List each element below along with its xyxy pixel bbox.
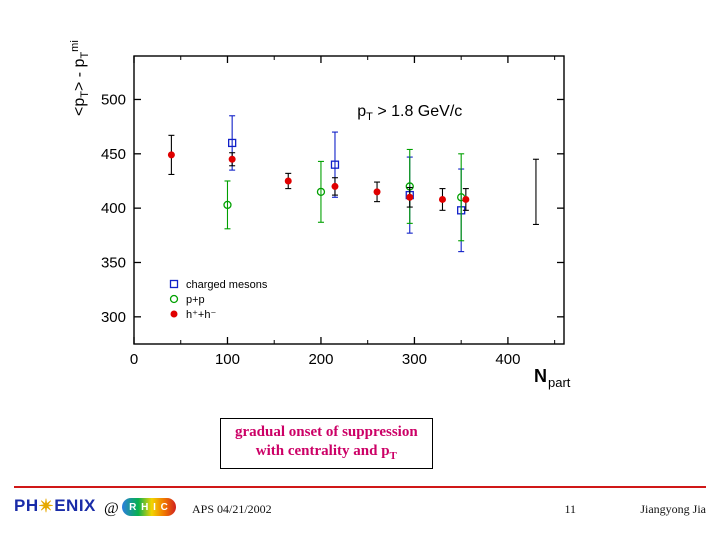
svg-text:350: 350 [101, 254, 126, 271]
page-number: 11 [564, 502, 576, 517]
svg-text:300: 300 [101, 309, 126, 326]
divider [14, 486, 706, 488]
svg-text:300: 300 [402, 351, 427, 368]
svg-text:400: 400 [101, 200, 126, 217]
svg-text:h⁺+h⁻: h⁺+h⁻ [186, 309, 216, 321]
svg-text:400: 400 [495, 351, 520, 368]
footer: PH✴ENIX @ R H I C APS 04/21/2002 11 Jian… [14, 494, 706, 524]
author-name: Jiangyong Jia [640, 502, 706, 517]
caption-line2: with centrality and pT [235, 442, 418, 464]
svg-text:450: 450 [101, 146, 126, 163]
svg-text:pT > 1.8 GeV/c: pT > 1.8 GeV/c [357, 103, 462, 123]
svg-text:<pT> - pTmin: <pT> - pTmin [69, 40, 91, 116]
svg-text:part: part [548, 375, 571, 390]
svg-text:charged mesons: charged mesons [186, 279, 268, 291]
svg-text:p+p: p+p [186, 294, 205, 306]
footer-date: APS 04/21/2002 [192, 502, 272, 517]
svg-text:500: 500 [101, 91, 126, 108]
phenix-logo: PH✴ENIX [14, 496, 96, 517]
rhic-logo: R H I C [122, 498, 176, 516]
svg-text:N: N [534, 366, 547, 386]
caption-line1: gradual onset of suppression [235, 423, 418, 442]
svg-text:200: 200 [308, 351, 333, 368]
mean-pt-chart: 0 100 200 300 400 300 350 400 450 500 Npart <pT> - … [60, 40, 600, 390]
svg-text:0: 0 [130, 351, 138, 368]
at-glyph: @ [104, 500, 119, 518]
caption-box: gradual onset of suppression with centra… [220, 418, 433, 469]
svg-text:100: 100 [215, 351, 240, 368]
